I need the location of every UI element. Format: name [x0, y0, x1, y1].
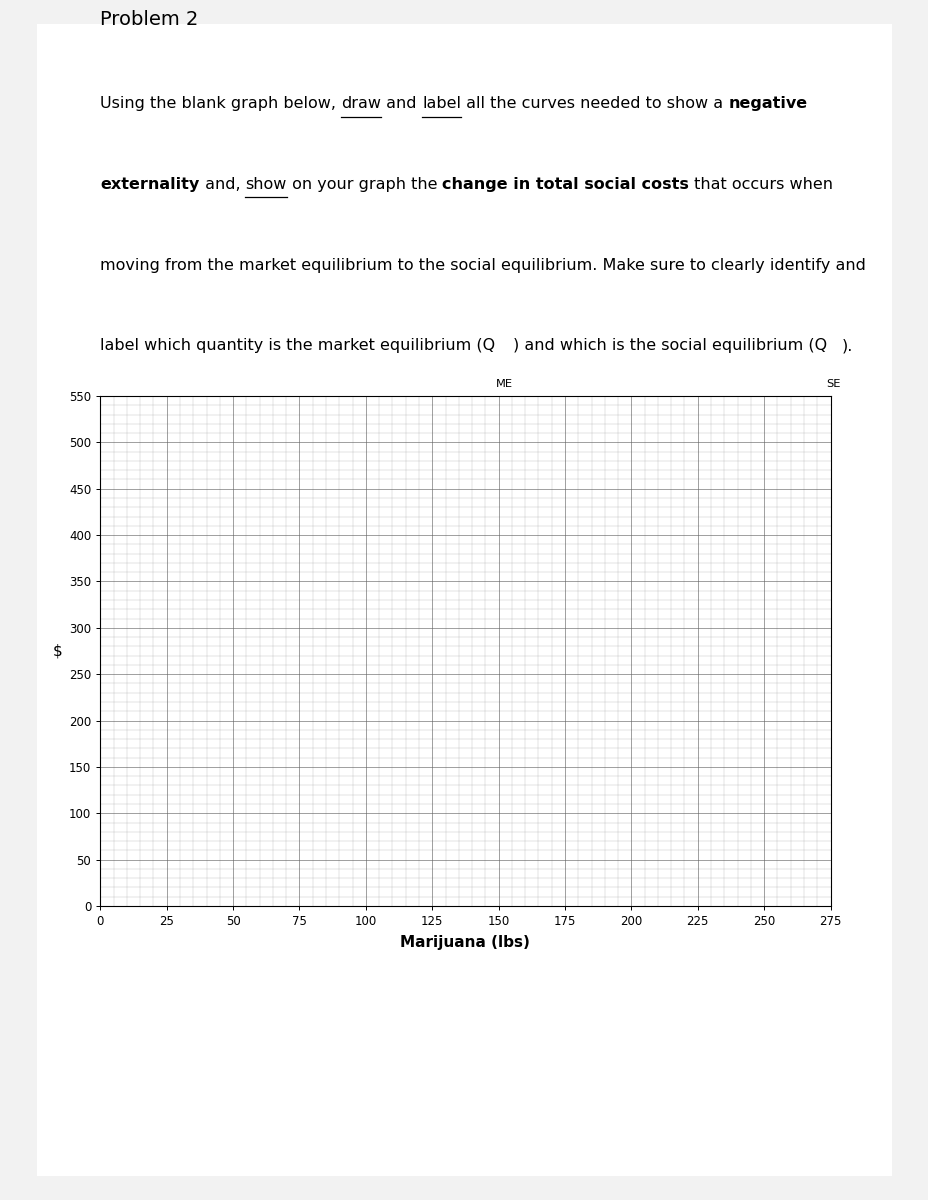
Text: moving from the market equilibrium to the social equilibrium. Make sure to clear: moving from the market equilibrium to th…: [100, 258, 865, 272]
Text: ) and which is the social equilibrium (Q: ) and which is the social equilibrium (Q: [512, 338, 826, 353]
Text: on your graph the: on your graph the: [287, 178, 442, 192]
Text: Please use a straight-edge when drawing.: Please use a straight-edge when drawing.: [100, 419, 438, 434]
Text: Problem 2: Problem 2: [100, 11, 199, 29]
Text: externality: externality: [100, 178, 200, 192]
Text: negative: negative: [728, 96, 806, 112]
X-axis label: Marijuana (lbs): Marijuana (lbs): [400, 935, 530, 950]
Text: ME: ME: [495, 379, 512, 389]
Text: show: show: [245, 178, 287, 192]
Text: and: and: [381, 96, 421, 112]
Text: ).: ).: [840, 338, 852, 353]
Text: label which quantity is the market equilibrium (Q: label which quantity is the market equil…: [100, 338, 495, 353]
Y-axis label: $: $: [53, 643, 63, 659]
Text: draw: draw: [342, 96, 381, 112]
Text: change in total social costs: change in total social costs: [442, 178, 689, 192]
Text: that occurs when: that occurs when: [689, 178, 832, 192]
Text: label: label: [421, 96, 460, 112]
Text: Using the blank graph below,: Using the blank graph below,: [100, 96, 342, 112]
Text: and,: and,: [200, 178, 245, 192]
Text: SE: SE: [826, 379, 840, 389]
Text: all the curves needed to show a: all the curves needed to show a: [460, 96, 728, 112]
